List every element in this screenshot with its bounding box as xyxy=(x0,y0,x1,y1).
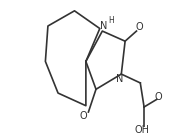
Text: O: O xyxy=(79,111,87,121)
Text: N: N xyxy=(100,21,107,31)
Text: OH: OH xyxy=(134,125,149,135)
Text: O: O xyxy=(154,92,162,102)
Text: N: N xyxy=(116,74,124,84)
Text: H: H xyxy=(108,16,114,25)
Text: O: O xyxy=(135,22,143,32)
